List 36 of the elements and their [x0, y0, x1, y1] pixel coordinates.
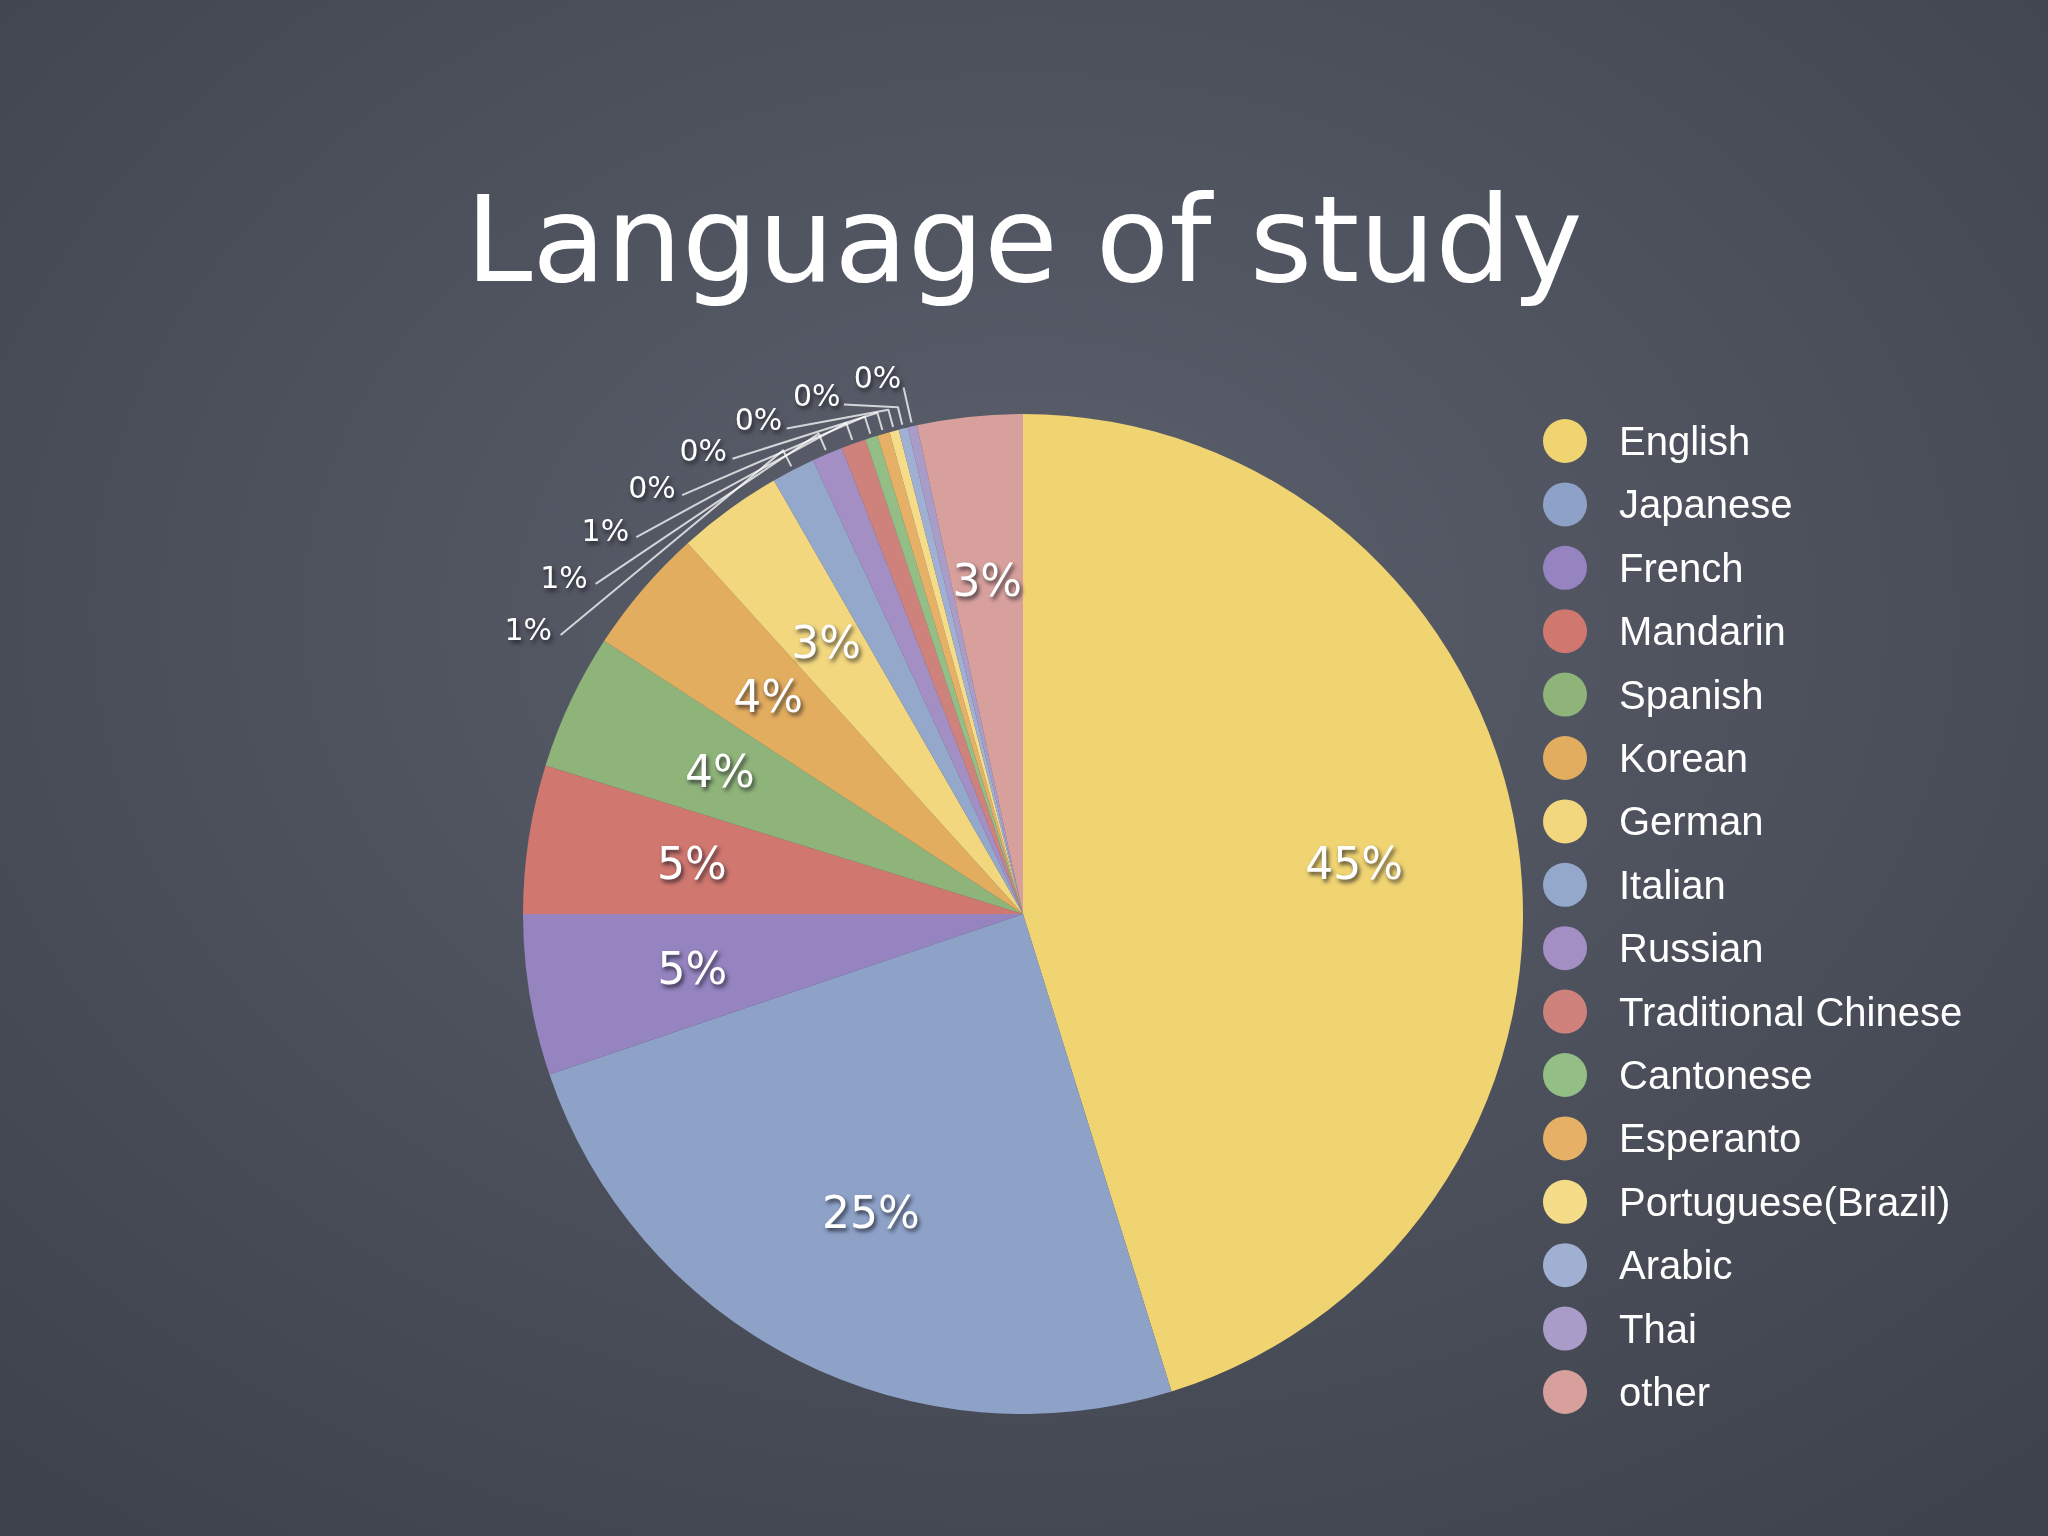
data-label: 1% [504, 612, 553, 648]
legend-label: German [1619, 799, 1764, 844]
data-label: 3% [952, 555, 1023, 607]
legend-label: Italian [1619, 862, 1726, 907]
data-label: 45% [1305, 838, 1404, 890]
legend-label: Portuguese(Brazil) [1619, 1179, 1951, 1224]
legend-label: Thai [1619, 1306, 1697, 1351]
data-label: 0% [853, 360, 902, 396]
legend-label: French [1619, 545, 1744, 590]
pie-slice [604, 543, 1023, 914]
legend-label: Arabic [1619, 1243, 1733, 1288]
data-label: 5% [656, 838, 727, 890]
legend-label: Esperanto [1619, 1116, 1802, 1161]
data-label: 5% [657, 942, 728, 994]
legend-label: Japanese [1619, 482, 1793, 527]
data-label: 0% [628, 469, 676, 505]
data-label: 0% [793, 377, 841, 413]
legend-label: Traditional Chinese [1619, 989, 1963, 1034]
legend-label: Russian [1619, 926, 1764, 971]
data-label: 0% [734, 401, 783, 437]
legend-label: Spanish [1619, 672, 1764, 717]
data-label: 0% [679, 432, 728, 468]
legend-label: Cantonese [1619, 1053, 1813, 1097]
legend-label: Mandarin [1619, 609, 1786, 654]
data-label: 4% [684, 745, 755, 797]
data-label: 25% [822, 1186, 920, 1238]
data-label: 1% [581, 512, 630, 548]
legend-label: other [1619, 1370, 1711, 1414]
data-label: 1% [540, 560, 588, 596]
data-label: 3% [791, 617, 861, 669]
legend-label: English [1619, 419, 1751, 463]
pie-slice [549, 914, 1172, 1414]
data-label: 4% [733, 670, 804, 722]
pie-slice [523, 914, 1023, 1075]
chart-title: Language of study [465, 170, 1583, 309]
legend-label: Korean [1619, 736, 1748, 780]
